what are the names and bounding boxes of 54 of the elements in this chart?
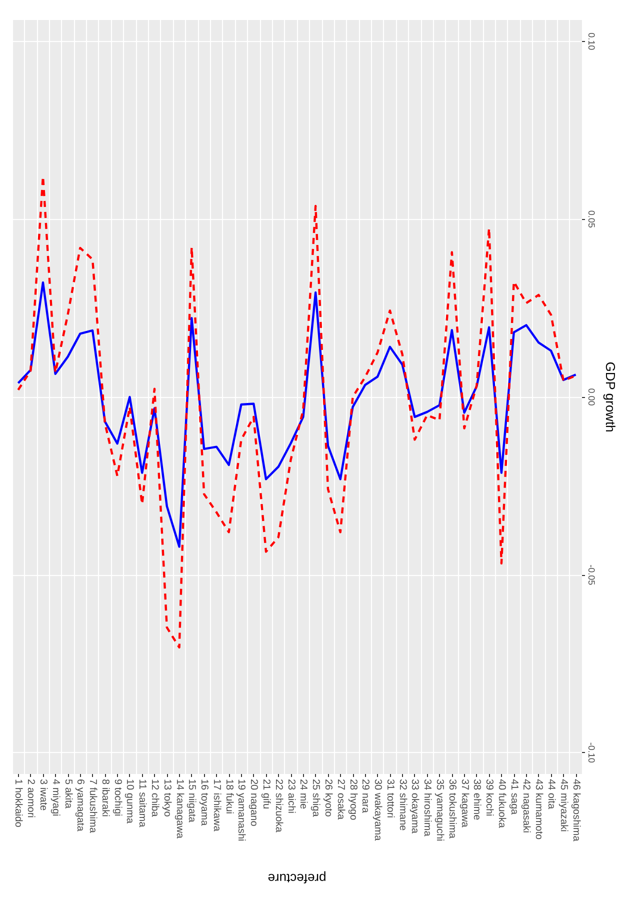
x-tick-label: 44 oita (546, 779, 557, 810)
x-tick-label: 28 hyogo (347, 779, 358, 821)
x-tick-label: 15 niigata (186, 779, 198, 823)
y-tick-label: -0.10 (586, 742, 596, 763)
x-tick-label: 8 ibaraki (99, 779, 110, 817)
x-tick-label: 5 akita (62, 779, 74, 809)
x-tick-label: 26 kyoto (322, 779, 334, 818)
x-tick-label: 23 aichi (285, 779, 296, 814)
y-tick-label: -0.05 (586, 564, 596, 586)
x-tick-label: 32 shimane (396, 779, 408, 832)
x-tick-label: 4 miyagi (50, 779, 61, 816)
x-tick-label: 37 kagawa (458, 779, 470, 828)
x-tick-label: 38 ehime (471, 779, 482, 821)
x-tick-label: 16 toyama (198, 779, 210, 826)
x-tick-label: 7 fukushima (87, 779, 98, 834)
x-tick-label: 39 kochi (484, 779, 495, 816)
x-tick-label: 45 miyazaki (558, 779, 569, 832)
x-tick-label: 9 tochigi (112, 779, 123, 816)
y-tick-label: 0.10 (586, 32, 596, 50)
x-tick-label: 21 gifu (260, 779, 272, 810)
x-tick-label: 27 osaka (334, 779, 346, 820)
x-tick-label: 43 kumamoto (533, 779, 544, 840)
x-axis-title: prefecture (268, 871, 326, 886)
x-tick-label: 19 yamanashi (236, 779, 247, 842)
x-tick-label: 31 tottori (384, 779, 396, 818)
x-tick-label: 33 okayama (409, 779, 420, 834)
x-tick-label: 11 saitama (136, 779, 148, 828)
x-tick-label: 10 gunma (124, 779, 136, 824)
x-tick-label: 2 aomori (25, 779, 36, 818)
x-tick-label: 24 mie (298, 779, 309, 810)
y-axis-title: GDP growth (603, 362, 618, 432)
x-tick-label: 6 yamagata (74, 779, 86, 832)
x-tick-label: 12 chiba (149, 779, 160, 818)
x-tick-label: 14 kanagawa (174, 779, 185, 839)
x-tick-label: 22 shizuoka (272, 779, 284, 833)
x-tick-label: 3 iwate (37, 779, 48, 812)
x-tick-label: 30 wakayama (372, 779, 384, 842)
x-tick-label: 46 kagoshima (570, 779, 582, 842)
y-tick-label: 0.00 (586, 388, 596, 406)
x-tick-label: 20 nagano (248, 779, 260, 827)
x-tick-label: 13 tokyo (161, 779, 172, 818)
x-tick-label: 42 nagasaki (520, 779, 532, 833)
x-tick-label: 18 fukui (223, 779, 234, 814)
x-tick-label: 29 nara (360, 779, 371, 814)
x-tick-label: 34 hiroshima (422, 779, 433, 837)
line-series (17, 281, 577, 548)
y-tick-label: 0.05 (586, 210, 596, 228)
x-tick-label: 41 saga (508, 779, 520, 816)
x-tick-label: 25 shiga (310, 779, 322, 818)
x-tick-label: 1 hokkaido (12, 779, 24, 828)
x-tick-label: 35 yamaguchi (434, 779, 445, 842)
x-tick-label: 36 tokushima (446, 779, 458, 839)
x-tick-label: 17 ishikawa (210, 779, 222, 832)
x-tick-label: 40 fukuoka (496, 779, 507, 828)
